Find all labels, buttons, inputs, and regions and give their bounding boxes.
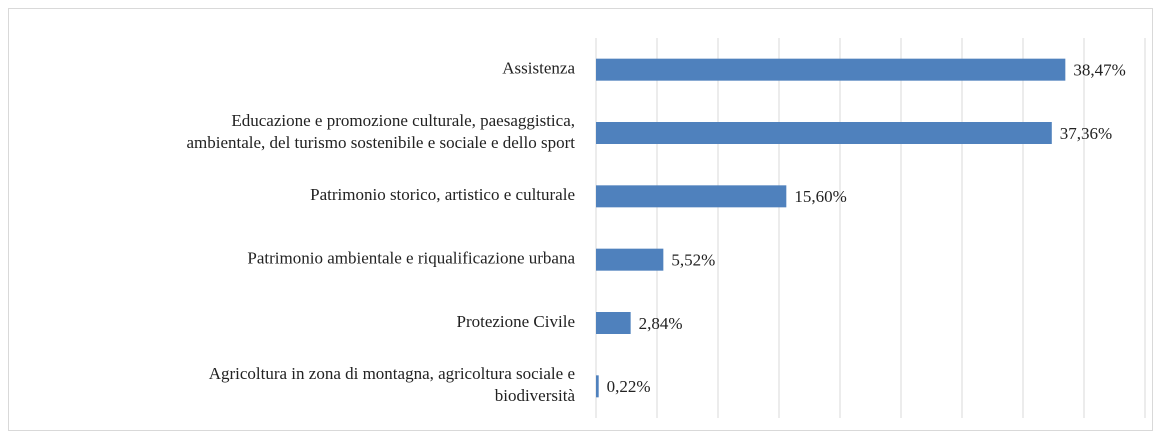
bar (596, 375, 599, 398)
bar (596, 248, 664, 271)
bar (596, 122, 1052, 144)
y-tick-label: biodiversità (495, 386, 576, 405)
bar (596, 58, 1066, 81)
y-tick-label: Protezione Civile (456, 312, 575, 331)
bar (596, 312, 631, 334)
data-label: 0,22% (607, 377, 651, 396)
data-label: 38,47% (1073, 61, 1125, 80)
bar (596, 185, 787, 208)
data-label: 15,60% (794, 187, 846, 206)
y-tick-label: Patrimonio storico, artistico e cultural… (310, 185, 575, 204)
y-tick-label: Agricoltura in zona di montagna, agricol… (209, 364, 575, 383)
data-label: 37,36% (1060, 124, 1112, 143)
y-tick-label: Patrimonio ambientale e riqualificazione… (247, 249, 575, 268)
y-tick-label: ambientale, del turismo sostenibile e so… (186, 133, 575, 152)
y-tick-label: Assistenza (502, 59, 575, 78)
data-label: 2,84% (639, 314, 683, 333)
y-tick-label: Educazione e promozione culturale, paesa… (231, 111, 575, 130)
data-label: 5,52% (671, 251, 715, 270)
